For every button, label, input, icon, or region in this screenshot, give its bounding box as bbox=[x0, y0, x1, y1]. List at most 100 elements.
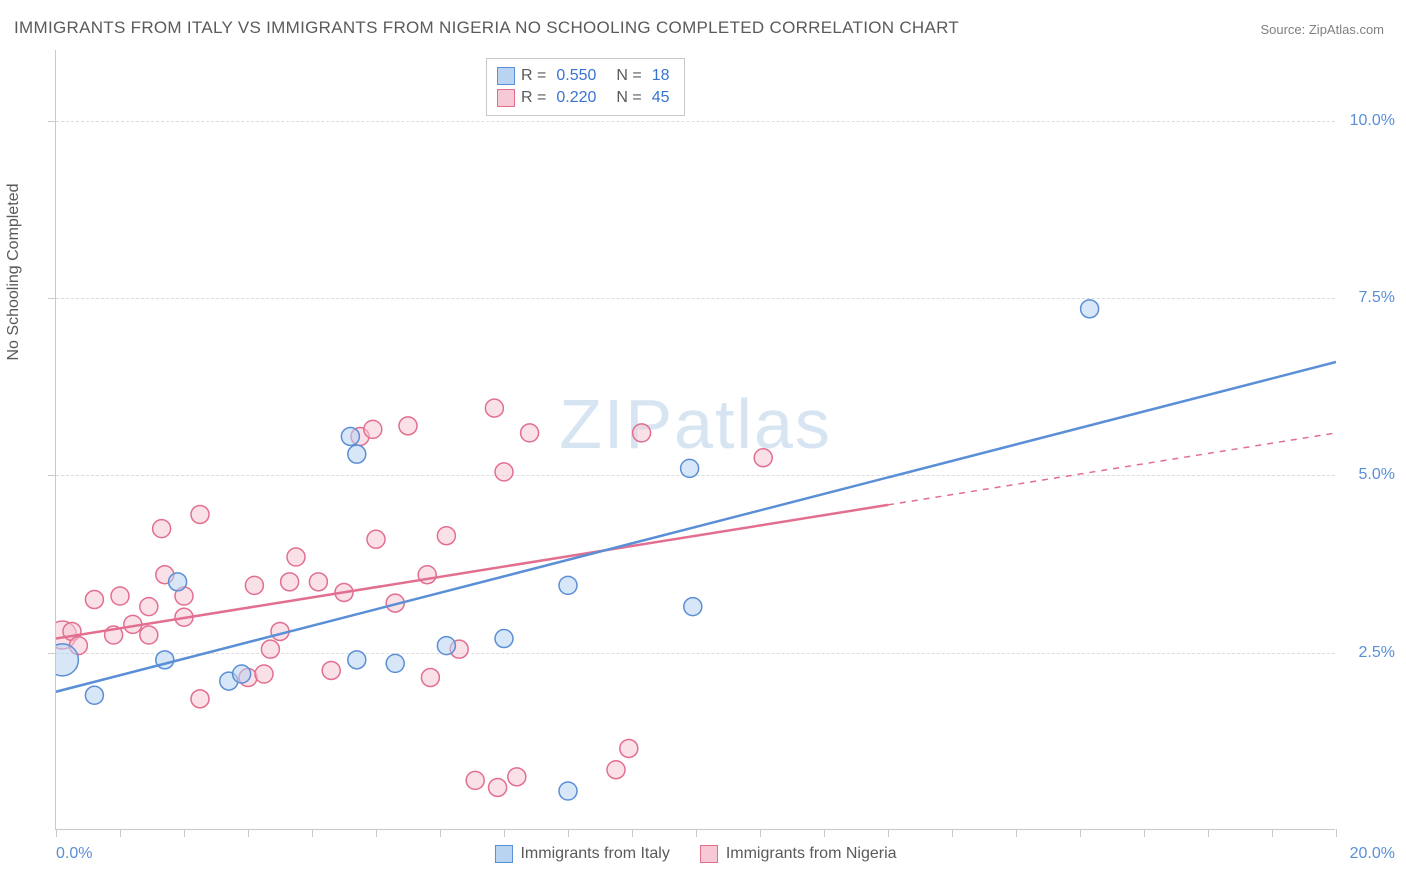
italy-regression-line bbox=[56, 362, 1336, 692]
nigeria-point bbox=[105, 626, 123, 644]
italy-point bbox=[348, 445, 366, 463]
gridline-h bbox=[56, 121, 1335, 122]
nigeria-point bbox=[124, 615, 142, 633]
tick-h bbox=[48, 121, 56, 122]
stats-r-italy: 0.550 bbox=[556, 65, 596, 87]
stats-n-label: N = bbox=[616, 87, 641, 109]
gridline-h bbox=[56, 475, 1335, 476]
stats-r-label: R = bbox=[521, 87, 546, 109]
italy-point bbox=[85, 686, 103, 704]
watermark-bold: ZIP bbox=[559, 385, 674, 463]
nigeria-point bbox=[255, 665, 273, 683]
italy-point bbox=[220, 672, 238, 690]
nigeria-point bbox=[754, 449, 772, 467]
tick-v bbox=[824, 829, 825, 837]
nigeria-regression-line bbox=[56, 505, 888, 639]
stats-n-italy: 18 bbox=[652, 65, 670, 87]
nigeria-point bbox=[485, 399, 503, 417]
legend-item-italy: Immigrants from Italy bbox=[494, 845, 669, 863]
nigeria-point bbox=[261, 640, 279, 658]
gridline-h bbox=[56, 653, 1335, 654]
nigeria-point bbox=[56, 621, 76, 649]
tick-h bbox=[48, 653, 56, 654]
tick-v bbox=[696, 829, 697, 837]
x-tick-label: 0.0% bbox=[56, 845, 92, 863]
y-tick-label: 5.0% bbox=[1359, 466, 1395, 484]
tick-v bbox=[1080, 829, 1081, 837]
tick-v bbox=[760, 829, 761, 837]
nigeria-point bbox=[175, 608, 193, 626]
legend-item-nigeria: Immigrants from Nigeria bbox=[700, 845, 897, 863]
watermark: ZIPatlas bbox=[559, 384, 832, 464]
nigeria-point bbox=[153, 520, 171, 538]
legend-label-italy: Immigrants from Italy bbox=[520, 845, 669, 863]
tick-v bbox=[1272, 829, 1273, 837]
italy-point bbox=[233, 665, 251, 683]
legend-swatch-italy bbox=[494, 845, 512, 863]
tick-v bbox=[248, 829, 249, 837]
tick-v bbox=[888, 829, 889, 837]
nigeria-point bbox=[322, 661, 340, 679]
nigeria-point bbox=[175, 587, 193, 605]
tick-v bbox=[632, 829, 633, 837]
chart-svg bbox=[56, 50, 1336, 830]
nigeria-point bbox=[271, 622, 289, 640]
nigeria-point bbox=[399, 417, 417, 435]
nigeria-point bbox=[386, 594, 404, 612]
italy-point bbox=[559, 576, 577, 594]
tick-h bbox=[48, 475, 56, 476]
nigeria-point bbox=[85, 591, 103, 609]
tick-v bbox=[504, 829, 505, 837]
x-tick-label: 20.0% bbox=[1350, 845, 1395, 863]
y-tick-label: 10.0% bbox=[1350, 112, 1395, 130]
watermark-light: atlas bbox=[674, 385, 832, 463]
nigeria-point bbox=[191, 690, 209, 708]
tick-v bbox=[312, 829, 313, 837]
stats-row-italy: R = 0.550 N = 18 bbox=[497, 65, 674, 87]
swatch-nigeria bbox=[497, 89, 515, 107]
legend-swatch-nigeria bbox=[700, 845, 718, 863]
stats-n-label: N = bbox=[616, 65, 641, 87]
tick-v bbox=[1336, 829, 1337, 837]
italy-point bbox=[495, 630, 513, 648]
legend-label-nigeria: Immigrants from Nigeria bbox=[726, 845, 897, 863]
nigeria-point bbox=[521, 424, 539, 442]
nigeria-point bbox=[450, 640, 468, 658]
nigeria-point bbox=[508, 768, 526, 786]
nigeria-point bbox=[140, 626, 158, 644]
italy-point bbox=[386, 654, 404, 672]
tick-v bbox=[56, 829, 57, 837]
nigeria-point bbox=[287, 548, 305, 566]
italy-point bbox=[169, 573, 187, 591]
plot-area: ZIPatlas R = 0.550 N = 18 R = 0.220 N = … bbox=[55, 50, 1335, 830]
italy-point bbox=[559, 782, 577, 800]
tick-v bbox=[1016, 829, 1017, 837]
nigeria-point bbox=[191, 505, 209, 523]
nigeria-point bbox=[633, 424, 651, 442]
stats-row-nigeria: R = 0.220 N = 45 bbox=[497, 87, 674, 109]
tick-v bbox=[376, 829, 377, 837]
stats-r-nigeria: 0.220 bbox=[556, 87, 596, 109]
nigeria-point bbox=[495, 463, 513, 481]
nigeria-point bbox=[437, 527, 455, 545]
nigeria-point bbox=[63, 622, 81, 640]
nigeria-point bbox=[140, 598, 158, 616]
italy-point bbox=[341, 427, 359, 445]
tick-v bbox=[440, 829, 441, 837]
swatch-italy bbox=[497, 67, 515, 85]
stats-r-label: R = bbox=[521, 65, 546, 87]
tick-h bbox=[48, 298, 56, 299]
y-tick-label: 7.5% bbox=[1359, 289, 1395, 307]
nigeria-point bbox=[489, 778, 507, 796]
nigeria-point bbox=[111, 587, 129, 605]
nigeria-point bbox=[607, 761, 625, 779]
stats-n-nigeria: 45 bbox=[652, 87, 670, 109]
nigeria-regression-line-dashed bbox=[888, 433, 1336, 505]
tick-v bbox=[120, 829, 121, 837]
y-axis-title: No Schooling Completed bbox=[5, 184, 23, 361]
tick-v bbox=[1208, 829, 1209, 837]
legend: Immigrants from Italy Immigrants from Ni… bbox=[494, 845, 896, 863]
tick-v bbox=[952, 829, 953, 837]
nigeria-point bbox=[245, 576, 263, 594]
italy-point bbox=[56, 644, 78, 676]
